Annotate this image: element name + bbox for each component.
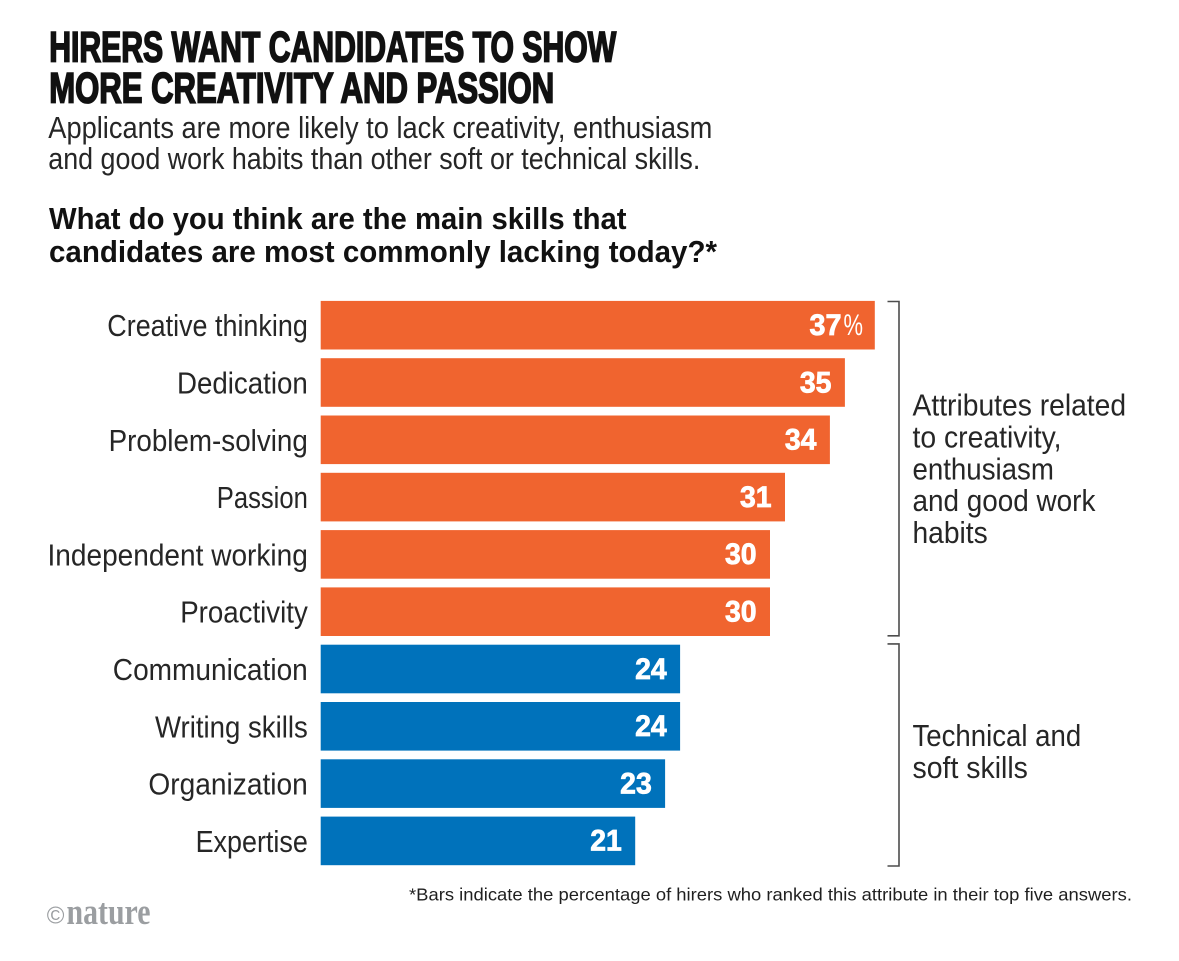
svg-text:MORE CREATIVITY AND PASSION: MORE CREATIVITY AND PASSION [49,64,554,112]
svg-text:Communication: Communication [113,652,308,687]
svg-text:23: 23 [620,767,652,800]
svg-text:34: 34 [785,424,817,457]
svg-text:24: 24 [635,653,667,686]
svg-text:Expertise: Expertise [196,824,308,859]
svg-text:Writing skills: Writing skills [155,709,308,744]
svg-text:and good work habits than othe: and good work habits than other soft or … [48,141,700,176]
svg-text:30: 30 [725,538,757,571]
svg-text:Technical and: Technical and [913,719,1082,753]
svg-text:%: % [844,309,864,342]
svg-text:35: 35 [800,366,832,399]
svg-text:to creativity,: to creativity, [913,420,1062,454]
svg-text:Creative thinking: Creative thinking [107,308,308,343]
svg-text:habits: habits [913,516,988,550]
svg-text:enthusiasm: enthusiasm [913,452,1054,486]
svg-text:Passion: Passion [217,480,308,515]
svg-text:37: 37 [810,309,842,342]
svg-text:Problem-solving: Problem-solving [109,423,308,458]
svg-text:Attributes related: Attributes related [913,389,1127,423]
svg-text:21: 21 [590,825,622,858]
svg-text:©: © [47,903,65,930]
svg-text:nature: nature [67,892,151,933]
svg-text:Applicants are more likely to: Applicants are more likely to lack creat… [48,110,712,145]
svg-text:and good work: and good work [913,484,1097,518]
svg-text:HIRERS WANT CANDIDATES TO SHOW: HIRERS WANT CANDIDATES TO SHOW [49,24,616,72]
svg-text:*Bars indicate the percentage: *Bars indicate the percentage of hirers … [409,885,1132,905]
svg-text:30: 30 [725,596,757,629]
svg-text:24: 24 [635,710,667,743]
svg-text:candidates are most commonly l: candidates are most commonly lacking tod… [49,235,717,269]
svg-text:soft skills: soft skills [913,751,1028,785]
svg-text:Organization: Organization [148,767,307,802]
svg-text:Independent working: Independent working [48,537,308,572]
svg-text:What do you think are the main: What do you think are the main skills th… [49,202,627,236]
svg-text:31: 31 [740,481,772,514]
svg-text:Dedication: Dedication [177,366,308,401]
svg-text:Proactivity: Proactivity [180,595,308,630]
